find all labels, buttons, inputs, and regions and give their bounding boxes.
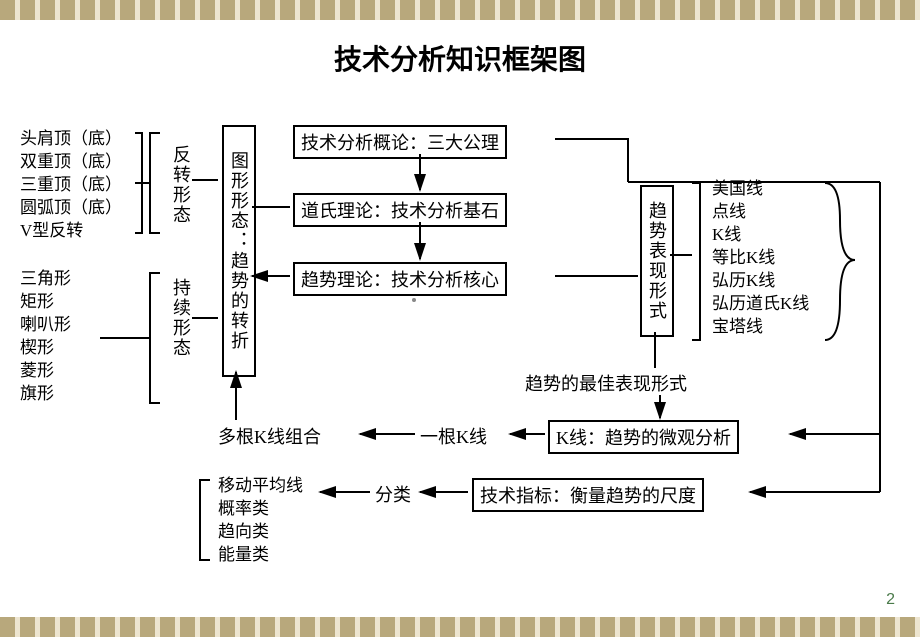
list-reversal-patterns: 头肩顶（底） 双重顶（底） 三重顶（底） 圆弧顶（底） V型反转 [20, 128, 122, 243]
list-item: 菱形 [20, 360, 71, 383]
center-dot [412, 298, 416, 302]
box-trend: 趋势理论：技术分析核心 [293, 262, 507, 296]
list-item: 三重顶（底） [20, 174, 122, 197]
list-item: 宝塔线 [712, 316, 809, 339]
list-item: 能量类 [218, 544, 303, 567]
list-item: 矩形 [20, 291, 71, 314]
vbox-pattern: 图形形态：趋势的转折 [222, 125, 256, 377]
list-item: 等比K线 [712, 247, 809, 270]
list-item: 头肩顶（底） [20, 128, 122, 151]
list-item: 概率类 [218, 498, 303, 521]
diagram-title: 技术分析知识框架图 [0, 38, 920, 78]
list-item: 趋向类 [218, 521, 303, 544]
decorative-border-top [0, 0, 920, 20]
vbox-trend-form: 趋势表现形式 [640, 185, 674, 337]
label-continuation: 持续形态 [168, 278, 194, 358]
list-item: 点线 [712, 201, 809, 224]
list-item: K线 [712, 224, 809, 247]
label-best-form: 趋势的最佳表现形式 [525, 370, 687, 396]
page-number: 2 [886, 591, 895, 609]
label-classify: 分类 [375, 481, 411, 507]
label-single-k: 一根K线 [420, 423, 487, 449]
list-item: 圆弧顶（底） [20, 197, 122, 220]
box-dow: 道氏理论：技术分析基石 [293, 193, 507, 227]
list-trend-lines: 美国线 点线 K线 等比K线 弘历K线 弘历道氏K线 宝塔线 [712, 178, 809, 339]
list-continuation-patterns: 三角形 矩形 喇叭形 楔形 菱形 旗形 [20, 268, 71, 406]
list-item: 楔形 [20, 337, 71, 360]
list-item: 美国线 [712, 178, 809, 201]
list-item: 喇叭形 [20, 314, 71, 337]
list-item: V型反转 [20, 220, 122, 243]
box-overview: 技术分析概论：三大公理 [293, 125, 507, 159]
box-indicator: 技术指标：衡量趋势的尺度 [472, 478, 704, 512]
list-item: 双重顶（底） [20, 151, 122, 174]
list-item: 旗形 [20, 383, 71, 406]
list-item: 弘历道氏K线 [712, 293, 809, 316]
diagram-canvas: 技术分析知识框架图 技术分析概论：三大公理 道氏理论：技术分析基石 趋势理论：技… [0, 20, 920, 617]
list-item: 三角形 [20, 268, 71, 291]
list-item: 弘历K线 [712, 270, 809, 293]
list-indicator-types: 移动平均线 概率类 趋向类 能量类 [218, 475, 303, 567]
box-kline: K线：趋势的微观分析 [548, 420, 739, 454]
decorative-border-bottom [0, 617, 920, 637]
label-reversal: 反转形态 [168, 145, 194, 225]
list-item: 移动平均线 [218, 475, 303, 498]
label-multi-k: 多根K线组合 [218, 423, 321, 449]
